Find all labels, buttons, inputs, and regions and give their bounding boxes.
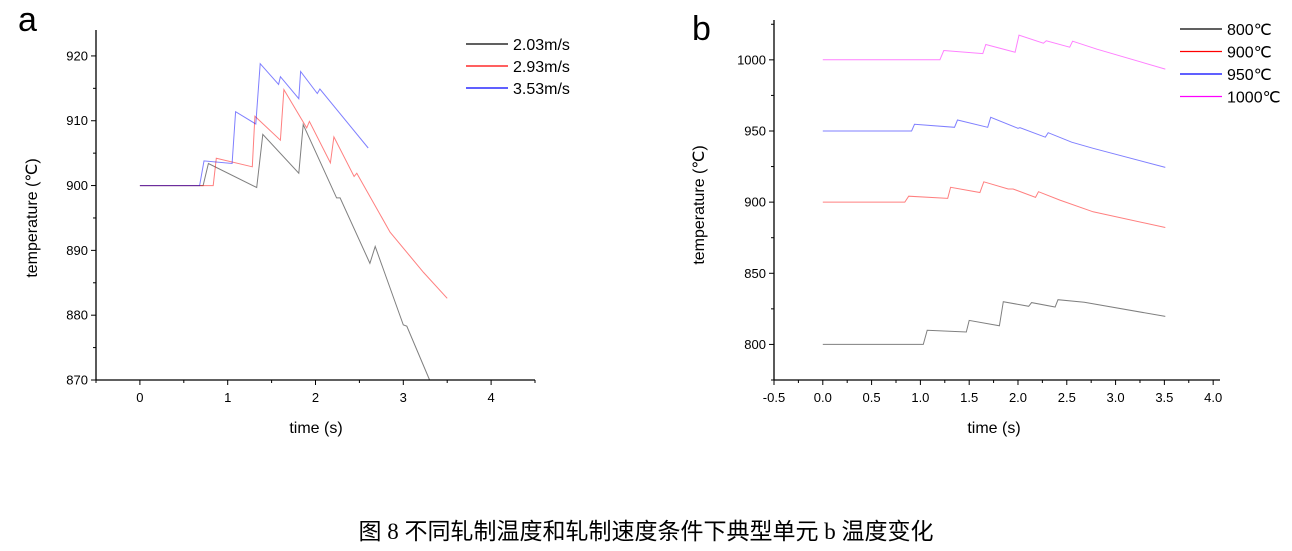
chart-b-x-tick-label: 0.5	[863, 390, 881, 405]
chart-b-legend-label: 900℃	[1227, 45, 1272, 62]
chart-a-legend-label: 2.03m/s	[513, 37, 570, 54]
chart-b-series-line	[822, 299, 1166, 345]
chart-b-xlabel: time (s)	[967, 420, 1020, 437]
chart-a-xlabel: time (s)	[289, 420, 342, 437]
chart-b-legend-label: 800℃	[1227, 22, 1272, 39]
chart-a-series-line	[139, 87, 448, 299]
chart-b-legend-label: 950℃	[1227, 67, 1272, 84]
chart-b-y-tick-label: 1000	[737, 52, 766, 67]
chart-b-y-tick-label: 900	[744, 195, 766, 210]
panel-label-b: b	[692, 10, 711, 48]
chart-a-series-line	[139, 62, 369, 187]
chart-a-ylabel: temperature (℃)	[24, 158, 41, 277]
chart-b-ylabel: temperature (℃)	[691, 145, 708, 264]
chart-b-y-tick-label: 800	[744, 337, 766, 352]
chart-b-x-tick-label: 1.5	[960, 390, 978, 405]
chart-a-y-tick-label: 870	[66, 373, 88, 388]
chart-a-x-tick-label: 1	[224, 390, 231, 405]
chart-a-y-tick-label: 880	[66, 308, 88, 323]
chart-a-x-tick-label: 0	[136, 390, 143, 405]
chart-b-x-tick-label: 2.0	[1009, 390, 1027, 405]
chart-a-legend-label: 3.53m/s	[513, 81, 570, 98]
panel-label-a: a	[18, 1, 37, 39]
chart-a-x-tick-label: 2	[312, 390, 319, 405]
chart-b-y-tick-label: 950	[744, 123, 766, 138]
chart-b-x-tick-label: 3.5	[1155, 390, 1173, 405]
chart-a-y-tick-label: 920	[66, 48, 88, 63]
chart-b-x-tick-label: 2.5	[1058, 390, 1076, 405]
chart-b-x-tick-label: 0.0	[814, 390, 832, 405]
figure-caption: 图 8 不同轧制温度和轧制速度条件下典型单元 b 温度变化	[358, 519, 934, 544]
chart-a-legend-label: 2.93m/s	[513, 59, 570, 76]
chart-b-x-tick-label: 1.0	[911, 390, 929, 405]
chart-b-series-line	[822, 34, 1166, 70]
chart-b-legend-label: 1000℃	[1227, 90, 1281, 107]
chart-b-series-line	[822, 116, 1166, 168]
chart-b-y-tick-label: 850	[744, 266, 766, 281]
chart-b-x-tick-label: 3.0	[1107, 390, 1125, 405]
chart-a-x-tick-label: 3	[400, 390, 407, 405]
chart-a-series-line	[139, 122, 431, 381]
chart-a-y-tick-label: 910	[66, 113, 88, 128]
chart-a-y-tick-label: 890	[66, 243, 88, 258]
chart-a-x-tick-label: 4	[487, 390, 494, 405]
chart-b-x-tick-label: -0.5	[763, 390, 785, 405]
chart-b-x-tick-label: 4.0	[1204, 390, 1222, 405]
chart-b-series-line	[822, 181, 1166, 228]
chart-a-y-tick-label: 900	[66, 178, 88, 193]
